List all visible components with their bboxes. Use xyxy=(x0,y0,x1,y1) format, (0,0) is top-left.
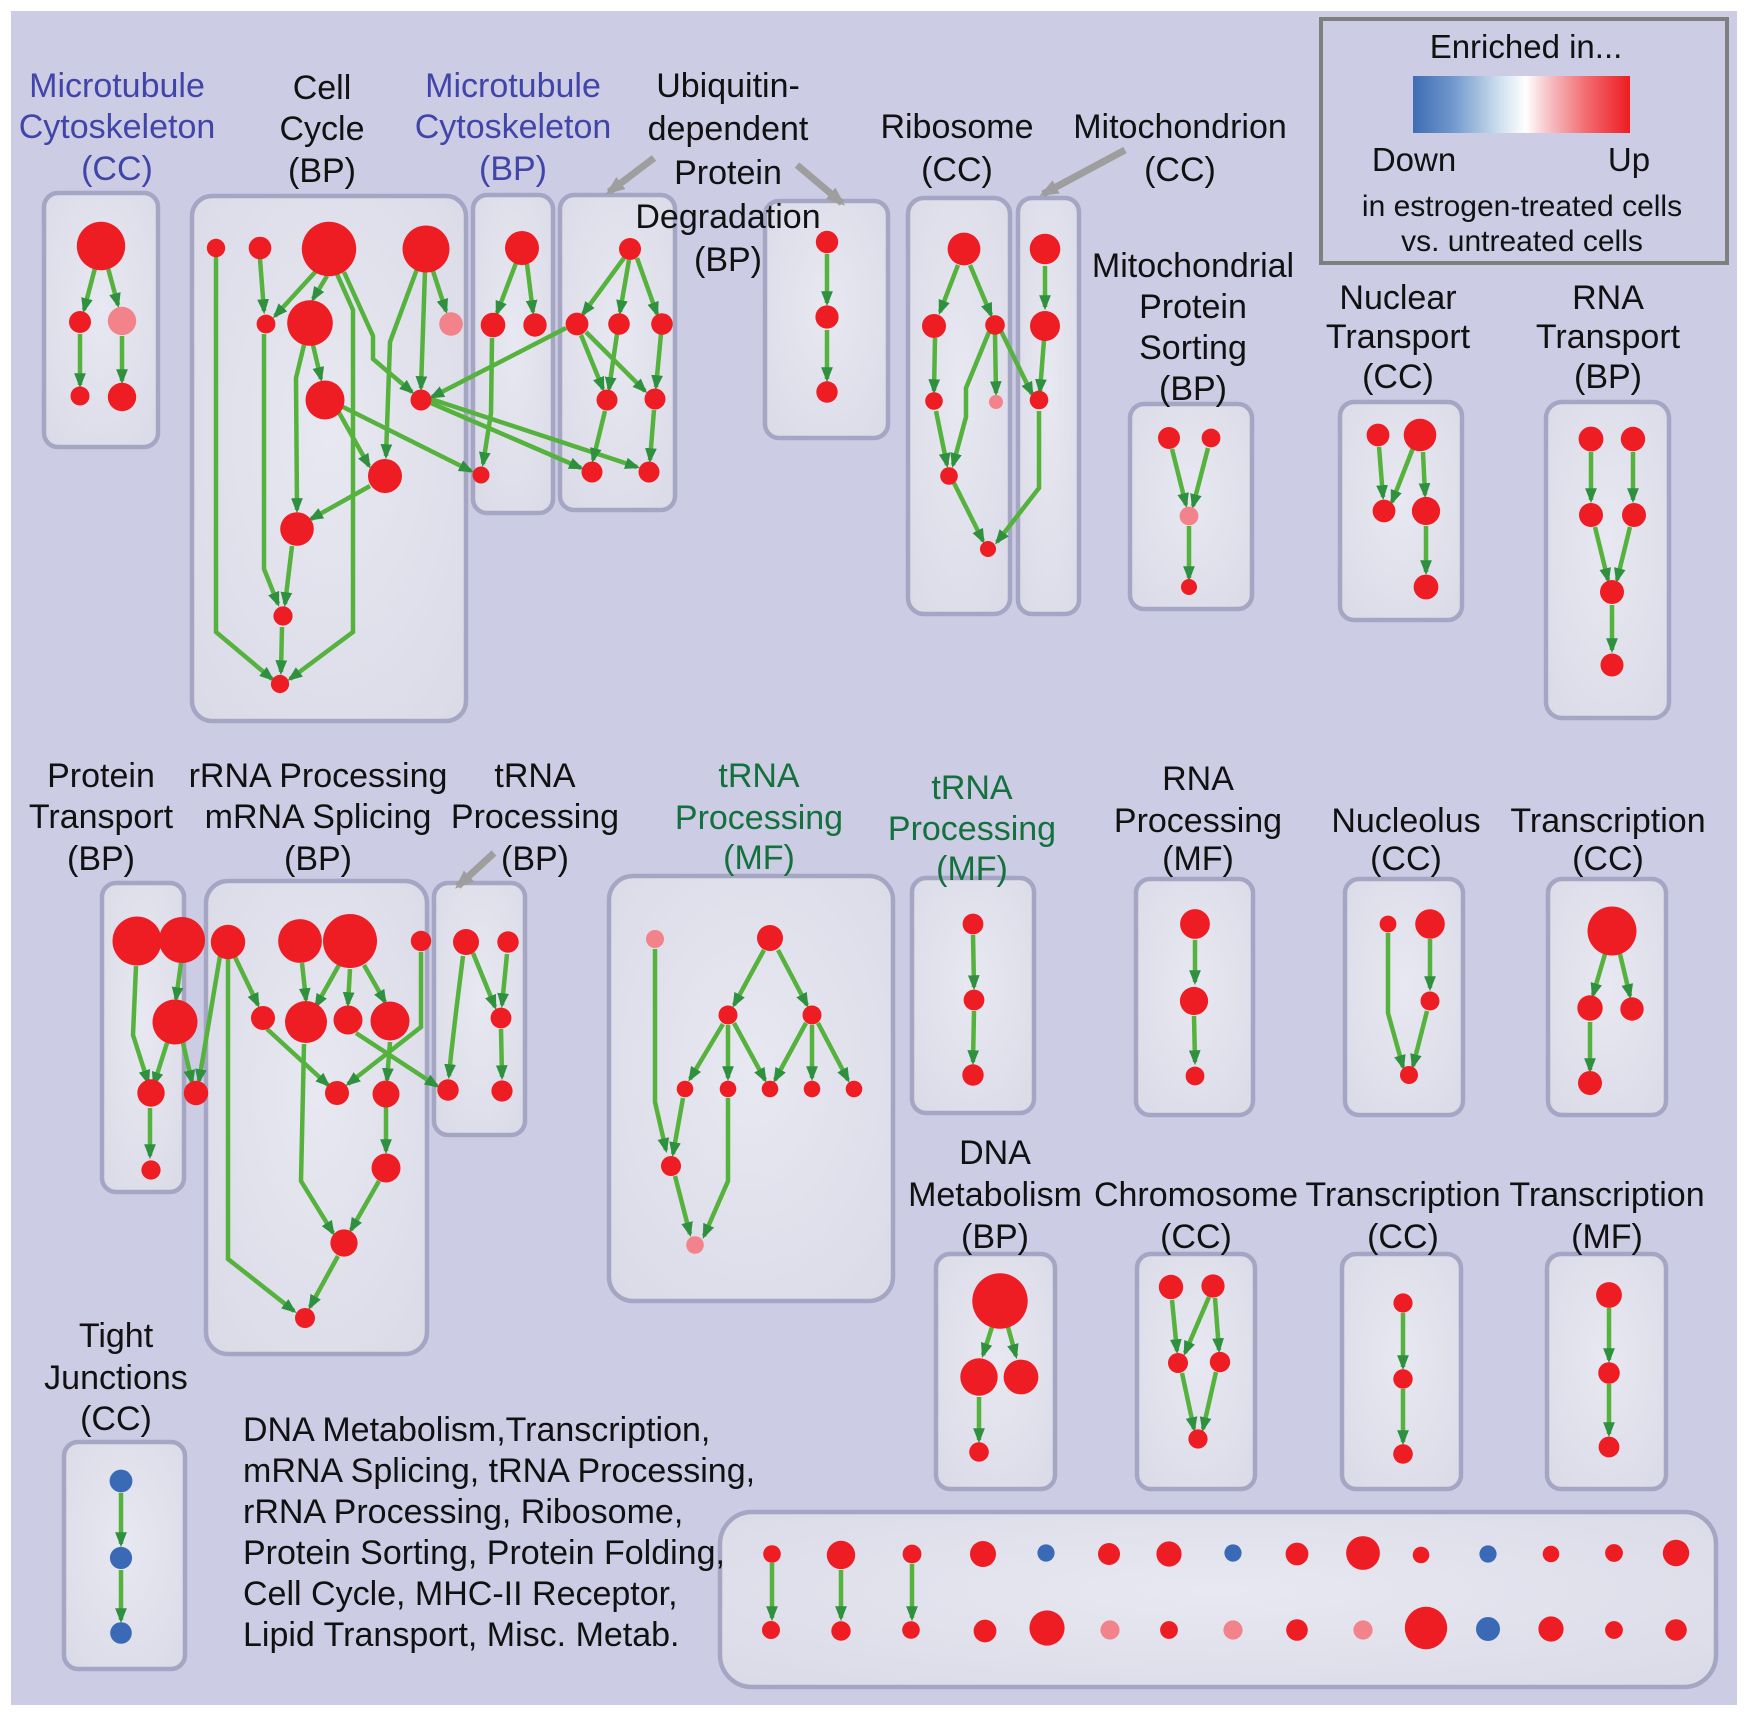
svg-text:Lipid Transport, Misc. Metab.: Lipid Transport, Misc. Metab. xyxy=(243,1616,680,1654)
svg-text:(CC): (CC) xyxy=(1367,1218,1439,1256)
svg-text:Protein: Protein xyxy=(1139,288,1247,326)
svg-text:Transport: Transport xyxy=(29,798,174,836)
svg-text:(BP): (BP) xyxy=(1574,358,1642,396)
svg-text:Sorting: Sorting xyxy=(1139,329,1247,367)
svg-text:Protein Sorting, Protein Foldi: Protein Sorting, Protein Folding, xyxy=(243,1534,725,1572)
svg-text:Nucleolus: Nucleolus xyxy=(1331,802,1480,840)
svg-text:Transport: Transport xyxy=(1326,318,1471,356)
svg-text:Transcription: Transcription xyxy=(1509,1176,1704,1214)
svg-text:Ubiquitin-: Ubiquitin- xyxy=(656,67,800,105)
svg-text:vs. untreated cells: vs. untreated cells xyxy=(1401,225,1643,258)
svg-text:Transcription: Transcription xyxy=(1510,802,1705,840)
svg-text:(BP): (BP) xyxy=(284,840,352,878)
svg-text:Cytoskeleton: Cytoskeleton xyxy=(19,108,216,146)
svg-text:Up: Up xyxy=(1608,141,1650,178)
svg-text:mRNA Splicing: mRNA Splicing xyxy=(205,798,432,836)
svg-text:Chromosome: Chromosome xyxy=(1094,1176,1298,1214)
svg-text:RNA: RNA xyxy=(1162,760,1234,798)
svg-text:mRNA Splicing, tRNA Processing: mRNA Splicing, tRNA Processing, xyxy=(243,1452,755,1490)
svg-text:Cell: Cell xyxy=(293,69,352,107)
svg-text:Transport: Transport xyxy=(1536,318,1681,356)
svg-text:(BP): (BP) xyxy=(501,840,569,878)
svg-text:(CC): (CC) xyxy=(921,151,993,189)
svg-text:tRNA: tRNA xyxy=(718,757,800,795)
svg-text:Cell Cycle, MHC-II Receptor,: Cell Cycle, MHC-II Receptor, xyxy=(243,1575,678,1613)
svg-text:in estrogen-treated cells: in estrogen-treated cells xyxy=(1362,190,1682,223)
svg-text:Cytoskeleton: Cytoskeleton xyxy=(415,108,612,146)
svg-text:(CC): (CC) xyxy=(1160,1218,1232,1256)
svg-text:(BP): (BP) xyxy=(694,241,762,279)
svg-text:Nuclear: Nuclear xyxy=(1339,279,1456,317)
svg-text:(CC): (CC) xyxy=(1572,840,1644,878)
svg-text:tRNA: tRNA xyxy=(931,769,1013,807)
svg-text:Tight: Tight xyxy=(79,1317,154,1355)
svg-text:Protein: Protein xyxy=(47,757,155,795)
svg-text:Transcription: Transcription xyxy=(1305,1176,1500,1214)
svg-text:rRNA Processing, Ribosome,: rRNA Processing, Ribosome, xyxy=(243,1493,683,1531)
svg-text:(CC): (CC) xyxy=(80,1400,152,1438)
svg-text:DNA Metabolism,Transcription,: DNA Metabolism,Transcription, xyxy=(243,1411,710,1449)
svg-text:Ribosome: Ribosome xyxy=(880,108,1033,146)
svg-text:Processing: Processing xyxy=(1114,802,1282,840)
svg-text:rRNA Processing: rRNA Processing xyxy=(189,757,448,795)
svg-text:Degradation: Degradation xyxy=(635,198,820,236)
svg-text:(BP): (BP) xyxy=(67,840,135,878)
svg-text:(MF): (MF) xyxy=(723,839,795,877)
svg-text:(BP): (BP) xyxy=(479,150,547,188)
svg-text:(MF): (MF) xyxy=(1571,1218,1643,1256)
svg-text:Microtubule: Microtubule xyxy=(425,67,601,105)
svg-text:Processing: Processing xyxy=(451,798,619,836)
svg-text:Protein: Protein xyxy=(674,154,782,192)
svg-text:Enriched in...: Enriched in... xyxy=(1430,28,1623,65)
svg-text:Processing: Processing xyxy=(675,799,843,837)
svg-text:Cycle: Cycle xyxy=(279,110,364,148)
svg-text:(MF): (MF) xyxy=(1162,840,1234,878)
svg-text:Metabolism: Metabolism xyxy=(908,1176,1082,1214)
svg-text:dependent: dependent xyxy=(648,110,809,148)
svg-text:(CC): (CC) xyxy=(1370,840,1442,878)
svg-text:Junctions: Junctions xyxy=(44,1359,188,1397)
svg-text:(BP): (BP) xyxy=(1159,370,1227,408)
svg-text:tRNA: tRNA xyxy=(494,757,576,795)
svg-text:(BP): (BP) xyxy=(961,1218,1029,1256)
svg-text:Microtubule: Microtubule xyxy=(29,67,205,105)
svg-text:Mitochondrial: Mitochondrial xyxy=(1092,247,1294,285)
svg-text:DNA: DNA xyxy=(959,1134,1031,1172)
svg-text:(BP): (BP) xyxy=(288,152,356,190)
svg-text:(CC): (CC) xyxy=(81,150,153,188)
svg-text:(CC): (CC) xyxy=(1362,358,1434,396)
svg-text:Processing: Processing xyxy=(888,810,1056,848)
svg-text:(MF): (MF) xyxy=(936,850,1008,888)
svg-text:Down: Down xyxy=(1372,141,1456,178)
svg-text:Mitochondrion: Mitochondrion xyxy=(1073,108,1287,146)
svg-text:RNA: RNA xyxy=(1572,279,1644,317)
svg-text:(CC): (CC) xyxy=(1144,151,1216,189)
